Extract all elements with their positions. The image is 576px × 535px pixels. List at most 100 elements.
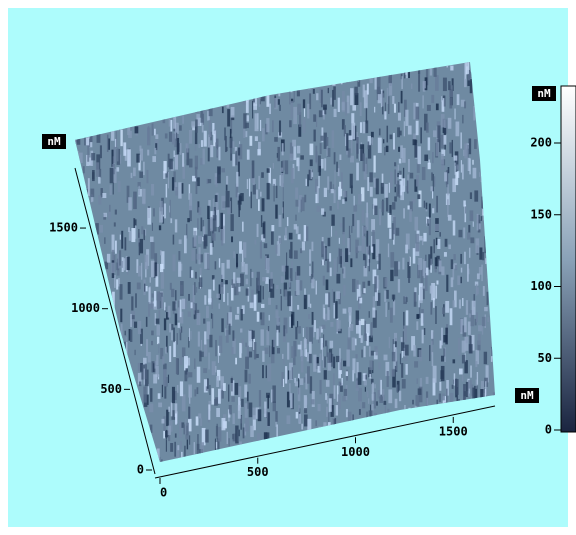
texture-stroke bbox=[390, 252, 394, 267]
texture-stroke bbox=[266, 118, 269, 132]
afm-view: nM nM nM 0500100015000500100015000501001… bbox=[0, 0, 576, 535]
texture-stroke bbox=[326, 146, 327, 150]
texture-stroke bbox=[360, 122, 362, 133]
texture-stroke bbox=[231, 347, 233, 354]
texture-stroke bbox=[335, 231, 337, 236]
texture-stroke bbox=[477, 273, 480, 279]
texture-stroke bbox=[461, 268, 462, 273]
texture-stroke bbox=[473, 168, 477, 179]
texture-stroke bbox=[462, 355, 465, 364]
texture-stroke bbox=[319, 326, 321, 336]
texture-stroke bbox=[200, 268, 202, 276]
texture-stroke bbox=[91, 153, 95, 160]
texture-stroke bbox=[397, 173, 399, 177]
texture-stroke bbox=[294, 250, 298, 258]
texture-stroke bbox=[269, 315, 270, 321]
texture-stroke bbox=[401, 337, 403, 342]
texture-stroke bbox=[445, 301, 449, 313]
texture-stroke bbox=[309, 266, 311, 276]
texture-stroke bbox=[252, 160, 255, 178]
texture-stroke bbox=[419, 236, 423, 241]
texture-stroke bbox=[150, 237, 154, 242]
texture-stroke bbox=[151, 242, 155, 259]
texture-stroke bbox=[181, 326, 182, 332]
texture-stroke bbox=[203, 368, 207, 373]
texture-stroke bbox=[413, 139, 417, 145]
texture-stroke bbox=[173, 341, 176, 357]
texture-stroke bbox=[131, 296, 133, 310]
texture-stroke bbox=[203, 236, 206, 249]
texture-stroke bbox=[197, 254, 200, 260]
texture-stroke bbox=[384, 147, 385, 155]
texture-stroke bbox=[428, 254, 430, 269]
texture-stroke bbox=[171, 324, 173, 330]
texture-stroke bbox=[462, 115, 463, 124]
texture-stroke bbox=[153, 374, 157, 383]
texture-stroke bbox=[432, 208, 434, 213]
texture-stroke bbox=[258, 281, 260, 291]
texture-stroke bbox=[219, 304, 221, 309]
texture-stroke bbox=[392, 96, 394, 104]
texture-stroke bbox=[417, 378, 418, 384]
texture-stroke bbox=[423, 233, 426, 242]
texture-stroke bbox=[157, 291, 160, 308]
texture-stroke bbox=[450, 308, 453, 325]
texture-stroke bbox=[286, 252, 287, 267]
texture-stroke bbox=[336, 291, 340, 299]
texture-stroke bbox=[372, 230, 375, 244]
texture-stroke bbox=[448, 215, 452, 221]
texture-stroke bbox=[262, 128, 265, 141]
texture-stroke bbox=[133, 168, 136, 177]
texture-stroke bbox=[477, 372, 478, 385]
texture-stroke bbox=[143, 230, 145, 240]
texture-stroke bbox=[238, 380, 239, 390]
texture-stroke bbox=[252, 101, 253, 119]
texture-stroke bbox=[189, 130, 192, 144]
texture-stroke bbox=[164, 318, 166, 330]
texture-stroke bbox=[389, 337, 390, 348]
texture-stroke bbox=[327, 307, 329, 320]
texture-stroke bbox=[414, 217, 418, 231]
texture-stroke bbox=[306, 226, 308, 241]
texture-stroke bbox=[371, 351, 374, 356]
texture-stroke bbox=[196, 182, 198, 194]
texture-stroke bbox=[247, 401, 248, 409]
texture-stroke bbox=[364, 227, 367, 234]
texture-stroke bbox=[170, 120, 172, 132]
texture-stroke bbox=[292, 367, 293, 379]
texture-stroke bbox=[150, 304, 154, 309]
texture-stroke bbox=[339, 155, 341, 160]
texture-stroke bbox=[251, 290, 254, 305]
texture-stroke bbox=[119, 250, 121, 265]
texture-stroke bbox=[210, 243, 213, 255]
texture-stroke bbox=[257, 149, 260, 155]
texture-stroke bbox=[277, 348, 280, 354]
texture-stroke bbox=[358, 372, 362, 385]
texture-stroke bbox=[354, 87, 357, 96]
texture-stroke bbox=[243, 113, 246, 128]
texture-stroke bbox=[92, 172, 94, 179]
texture-stroke bbox=[258, 409, 262, 421]
texture-stroke bbox=[481, 265, 482, 282]
texture-stroke bbox=[323, 308, 325, 319]
texture-stroke bbox=[289, 278, 290, 287]
texture-stroke bbox=[156, 319, 160, 324]
texture-stroke bbox=[221, 196, 225, 210]
texture-stroke bbox=[418, 75, 420, 92]
texture-stroke bbox=[483, 286, 485, 296]
texture-stroke bbox=[107, 254, 110, 263]
texture-stroke bbox=[359, 321, 361, 338]
texture-stroke bbox=[455, 109, 456, 120]
texture-stroke bbox=[245, 264, 248, 275]
texture-stroke bbox=[217, 150, 218, 157]
texture-stroke bbox=[151, 261, 155, 278]
texture-stroke bbox=[422, 330, 424, 344]
texture-stroke bbox=[408, 205, 410, 209]
texture-stroke bbox=[456, 164, 459, 169]
texture-stroke bbox=[368, 281, 371, 286]
texture-stroke bbox=[156, 355, 158, 365]
texture-stroke bbox=[435, 75, 439, 91]
texture-stroke bbox=[348, 337, 351, 350]
texture-stroke bbox=[157, 325, 160, 336]
texture-stroke bbox=[365, 387, 366, 392]
